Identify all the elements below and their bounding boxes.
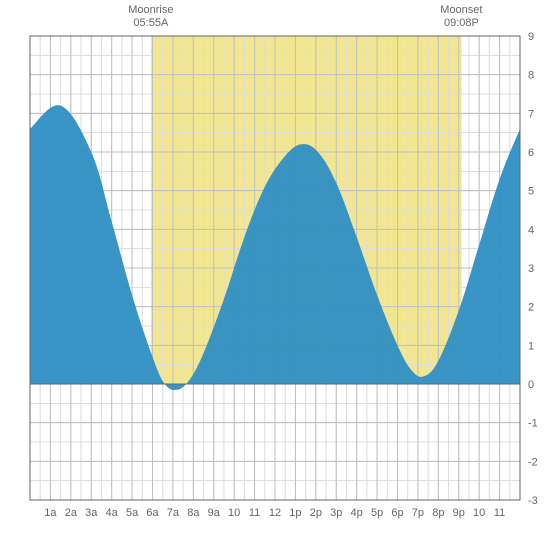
x-tick-label: 8p [432, 507, 444, 519]
y-tick-label: 6 [528, 147, 534, 159]
x-tick-label: 3a [85, 507, 98, 519]
chart-svg: -3-2-101234567891a2a3a4a5a6a7a8a9a101112… [0, 0, 550, 550]
moonset-time: 09:08P [431, 17, 491, 30]
x-tick-label: 7p [412, 507, 424, 519]
y-tick-label: 7 [528, 108, 534, 120]
x-tick-label: 9p [453, 507, 465, 519]
moonrise-time: 05:55A [121, 17, 181, 30]
y-tick-label: -1 [528, 418, 538, 430]
moonrise-label: Moonrise [121, 4, 181, 17]
moonrise-annotation: Moonrise 05:55A [121, 4, 181, 30]
x-tick-label: 1p [289, 507, 301, 519]
x-tick-label: 1a [44, 507, 57, 519]
y-tick-label: 4 [528, 224, 534, 236]
x-tick-label: 2a [65, 507, 78, 519]
x-tick-label: 3p [330, 507, 342, 519]
x-tick-label: 11 [249, 507, 260, 519]
y-tick-label: -2 [528, 456, 538, 468]
y-tick-label: 0 [528, 379, 534, 391]
moonset-label: Moonset [431, 4, 491, 17]
x-tick-label: 9a [208, 507, 221, 519]
y-tick-label: 5 [528, 186, 534, 198]
y-tick-label: -3 [528, 495, 538, 507]
x-tick-label: 8a [187, 507, 200, 519]
x-tick-label: 12 [269, 507, 281, 519]
y-tick-label: 2 [528, 302, 534, 314]
moonset-annotation: Moonset 09:08P [431, 4, 491, 30]
x-tick-label: 4a [106, 507, 119, 519]
y-tick-label: 3 [528, 263, 534, 275]
y-tick-label: 8 [528, 70, 534, 82]
x-tick-label: 11 [494, 507, 505, 519]
x-tick-label: 5p [371, 507, 383, 519]
x-tick-label: 10 [473, 507, 485, 519]
tide-chart: Moonrise 05:55A Moonset 09:08P -3-2-1012… [0, 0, 550, 550]
x-tick-label: 2p [310, 507, 322, 519]
y-tick-label: 9 [528, 31, 534, 43]
x-tick-label: 10 [228, 507, 240, 519]
x-tick-label: 6a [146, 507, 159, 519]
x-tick-label: 7a [167, 507, 180, 519]
x-tick-label: 5a [126, 507, 139, 519]
x-tick-label: 6p [391, 507, 403, 519]
x-tick-label: 4p [351, 507, 363, 519]
y-tick-label: 1 [528, 340, 534, 352]
